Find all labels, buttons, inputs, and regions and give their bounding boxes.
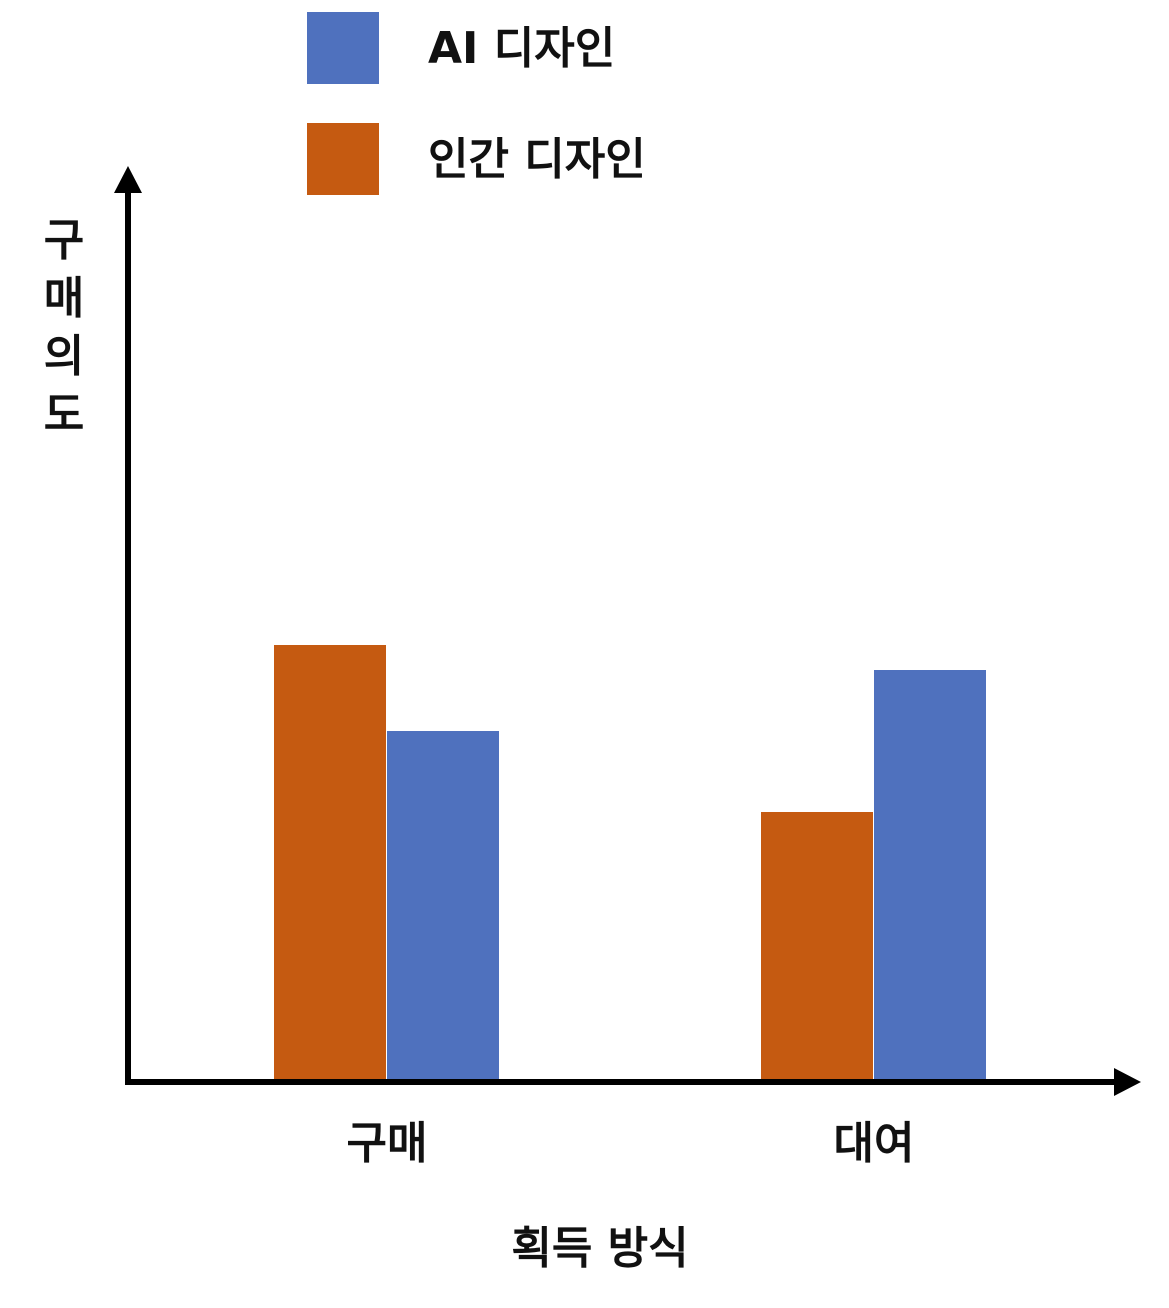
bar-human-0: [274, 645, 386, 1080]
x-tick-label: 구매: [347, 1118, 428, 1169]
x-axis-arrow: [1114, 1068, 1141, 1096]
legend-label: 인간 디자인: [428, 134, 646, 185]
axes: [114, 166, 1141, 1096]
y-axis-arrow: [114, 166, 142, 193]
y-axis-title-char: 구: [44, 215, 84, 266]
y-axis-title-char: 매: [44, 273, 84, 324]
bars: [274, 645, 986, 1080]
bar-ai-1: [874, 670, 986, 1080]
x-tick-labels: 구매 대여: [347, 1118, 915, 1169]
legend-swatch: [307, 12, 379, 84]
bar-human-1: [761, 812, 873, 1080]
y-axis-title-char: 도: [44, 389, 84, 440]
y-axis-title-char: 의: [44, 331, 84, 382]
bar-ai-0: [387, 731, 499, 1080]
x-tick-label: 대여: [834, 1118, 915, 1169]
legend-swatch: [307, 123, 379, 195]
x-axis-title: 획득 방식: [511, 1223, 688, 1274]
legend-label: AI 디자인: [428, 23, 615, 74]
